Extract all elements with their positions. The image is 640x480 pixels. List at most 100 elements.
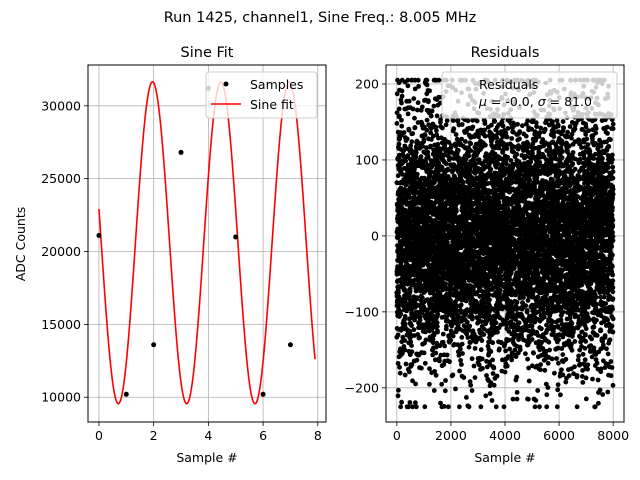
- residual-point: [396, 290, 401, 295]
- residual-point: [505, 125, 511, 131]
- residual-point: [466, 344, 472, 350]
- residual-point: [494, 135, 500, 141]
- residual-point: [479, 338, 485, 343]
- residual-point: [466, 153, 472, 159]
- residual-point: [507, 277, 513, 282]
- residual-point: [464, 395, 469, 400]
- residual-point: [454, 208, 459, 214]
- residual-point: [396, 284, 401, 290]
- residual-point: [476, 134, 481, 140]
- residual-point: [476, 157, 482, 163]
- residual-point: [489, 122, 494, 128]
- residual-point: [428, 143, 433, 149]
- residual-point: [460, 351, 465, 356]
- sample-point: [96, 232, 102, 238]
- residual-point: [455, 323, 461, 328]
- residual-point: [491, 365, 497, 371]
- residual-point: [433, 252, 438, 258]
- residual-point: [525, 118, 530, 124]
- residual-point: [421, 350, 427, 356]
- residual-point: [453, 386, 458, 392]
- residual-point: [409, 349, 415, 355]
- residual-point: [442, 142, 448, 148]
- residual-point: [514, 396, 520, 402]
- sine-fit-curve: [98, 80, 316, 405]
- residual-point: [424, 82, 430, 88]
- sine-fit-x-tick-label: 2: [150, 428, 158, 443]
- residual-point: [403, 158, 409, 164]
- residual-point: [509, 357, 515, 363]
- residual-point: [445, 319, 451, 324]
- residual-point: [397, 113, 402, 119]
- residual-point: [429, 327, 435, 332]
- residual-point: [412, 301, 418, 306]
- residual-point: [417, 335, 422, 340]
- residual-point: [407, 195, 412, 200]
- residual-point: [411, 327, 417, 333]
- sine-fit-x-tick-label: 0: [95, 428, 103, 443]
- residual-point: [469, 388, 475, 393]
- residual-point: [422, 360, 428, 366]
- residual-point: [434, 128, 439, 134]
- residual-point: [396, 141, 402, 147]
- residual-point: [515, 121, 520, 127]
- residual-point: [409, 323, 414, 328]
- residual-point: [437, 291, 443, 296]
- residual-point: [408, 236, 413, 241]
- residual-point: [413, 381, 418, 387]
- residual-point: [482, 127, 488, 133]
- residual-point: [497, 346, 502, 352]
- residual-point: [482, 133, 488, 139]
- residual-point: [410, 106, 416, 112]
- residual-point: [399, 123, 405, 129]
- residual-point: [407, 286, 413, 292]
- residual-point: [405, 111, 411, 117]
- sample-point: [151, 342, 157, 348]
- residual-point: [514, 299, 520, 305]
- residual-point: [409, 139, 415, 145]
- residual-point: [431, 147, 436, 153]
- residual-point: [459, 362, 464, 367]
- residual-point: [472, 346, 478, 351]
- residual-point: [517, 136, 522, 142]
- residual-point: [483, 393, 489, 399]
- residual-point: [439, 164, 445, 170]
- residual-point: [447, 155, 453, 161]
- residual-point: [432, 357, 438, 363]
- residual-point: [474, 300, 480, 306]
- residual-point: [514, 151, 520, 157]
- sample-point: [123, 391, 129, 397]
- residual-point: [406, 217, 412, 223]
- residual-point: [459, 341, 465, 347]
- residual-point: [437, 358, 442, 364]
- residual-point: [443, 378, 448, 383]
- residual-point: [422, 132, 428, 138]
- residual-point: [458, 302, 464, 308]
- residual-point: [479, 356, 485, 362]
- sample-point: [260, 391, 266, 397]
- residual-point: [526, 378, 532, 384]
- residual-point: [405, 83, 411, 89]
- residual-point: [411, 96, 417, 101]
- residual-point: [398, 311, 404, 317]
- residual-point: [434, 113, 440, 119]
- residual-point: [408, 339, 414, 345]
- residual-point: [410, 404, 415, 410]
- residual-point: [433, 344, 439, 350]
- residual-point: [409, 343, 414, 348]
- residual-point: [450, 333, 456, 339]
- sine-fit-x-tick-label: 6: [259, 428, 267, 443]
- residual-point: [466, 266, 471, 272]
- residual-point: [481, 332, 487, 337]
- residual-point: [444, 118, 450, 123]
- residual-point: [414, 404, 419, 410]
- residual-point: [402, 314, 408, 319]
- residual-point: [479, 319, 485, 324]
- residual-point: [493, 404, 499, 410]
- residual-point: [460, 180, 466, 186]
- residual-point: [494, 373, 500, 379]
- residual-point: [409, 362, 415, 368]
- residual-point: [402, 347, 408, 353]
- residual-point: [402, 372, 408, 378]
- residual-point: [514, 374, 520, 380]
